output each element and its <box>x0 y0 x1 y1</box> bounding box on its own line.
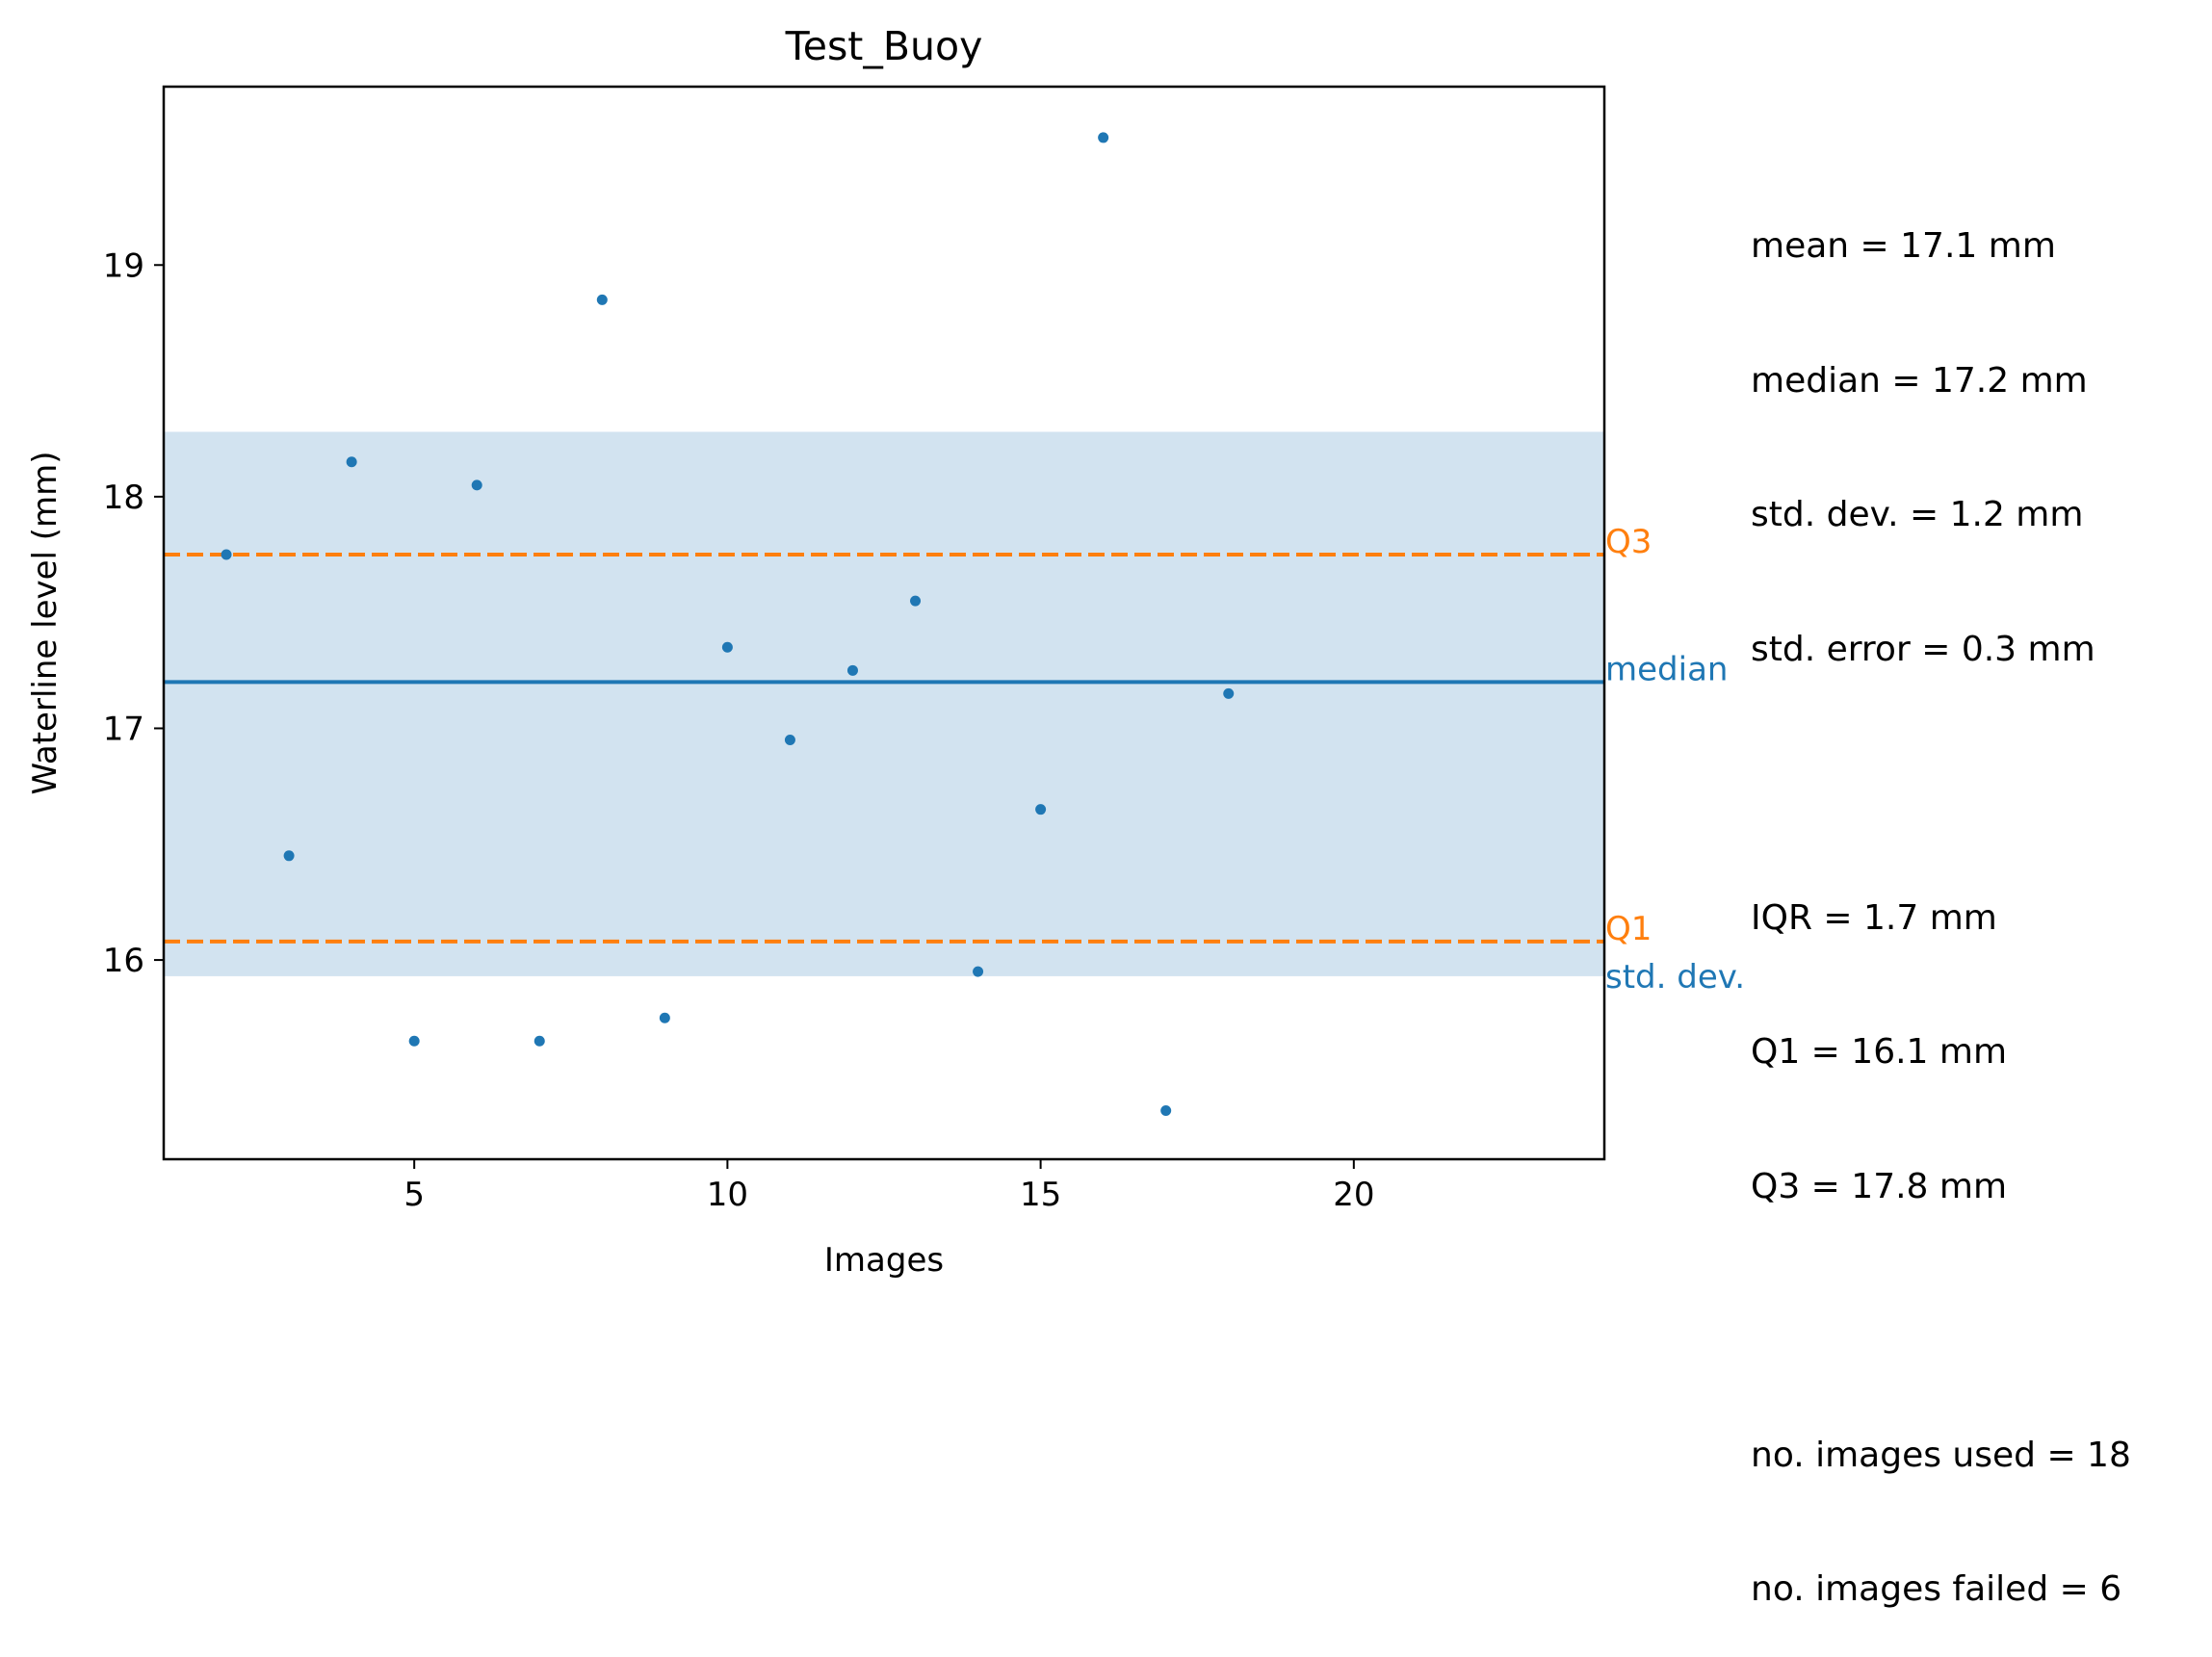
data-point <box>846 664 858 676</box>
stat-iqr: IQR = 1.7 mm <box>1751 897 1997 938</box>
y-axis-label: Waterline level (mm) <box>26 451 65 794</box>
x-tick-label: 20 <box>1333 1176 1374 1214</box>
data-point <box>659 1012 670 1023</box>
stat-median: median = 17.2 mm <box>1751 360 2088 401</box>
data-point <box>596 294 608 305</box>
y-tick-label: 16 <box>103 942 144 980</box>
y-tick-label: 17 <box>103 710 144 748</box>
data-point <box>1160 1104 1172 1116</box>
std-dev-band <box>164 431 1604 976</box>
stat-q1: Q1 = 16.1 mm <box>1751 1032 2008 1072</box>
data-point <box>910 595 922 607</box>
stat-images-used: no. images used = 18 <box>1751 1435 2131 1475</box>
chart: 5 10 15 20 16 17 18 19 Q3 median Q1 std. dev. Test_B… <box>26 23 1745 1280</box>
chart-title: Test_Buoy <box>785 23 983 69</box>
data-point <box>1223 687 1235 699</box>
stat-std-dev: std. dev. = 1.2 mm <box>1751 495 2084 534</box>
data-point <box>1098 132 1109 143</box>
x-tick-label: 5 <box>403 1176 425 1214</box>
data-point <box>346 456 357 468</box>
stat-spacer <box>1751 762 2131 807</box>
data-point <box>1035 804 1047 816</box>
y-tick-label: 18 <box>103 479 144 517</box>
data-point <box>784 735 795 746</box>
stat-std-error: std. error = 0.3 mm <box>1751 629 2095 669</box>
stats-panel: mean = 17.1 mm median = 17.2 mm std. dev… <box>1751 135 2131 1657</box>
x-axis-label: Images <box>824 1241 944 1280</box>
stat-mean: mean = 17.1 mm <box>1751 226 2056 266</box>
data-point <box>221 549 232 560</box>
data-point <box>408 1035 420 1047</box>
reference-label-median: median <box>1605 650 1728 688</box>
reference-label-q1: Q1 <box>1605 910 1652 948</box>
data-point <box>721 641 733 653</box>
std-dev-label: std. dev. <box>1605 958 1745 997</box>
reference-label-q3: Q3 <box>1605 523 1652 561</box>
stat-q3: Q3 = 17.8 mm <box>1751 1166 2008 1206</box>
data-point <box>973 966 984 977</box>
y-tick-label: 19 <box>103 246 144 285</box>
data-point <box>471 479 482 491</box>
data-point <box>533 1035 545 1047</box>
stat-spacer <box>1751 1299 2131 1344</box>
stat-images-failed: no. images failed = 6 <box>1751 1569 2122 1609</box>
x-tick-label: 10 <box>707 1176 748 1214</box>
x-tick-label: 15 <box>1020 1176 1061 1214</box>
data-point <box>283 850 295 862</box>
plot-frame <box>162 85 1606 1161</box>
